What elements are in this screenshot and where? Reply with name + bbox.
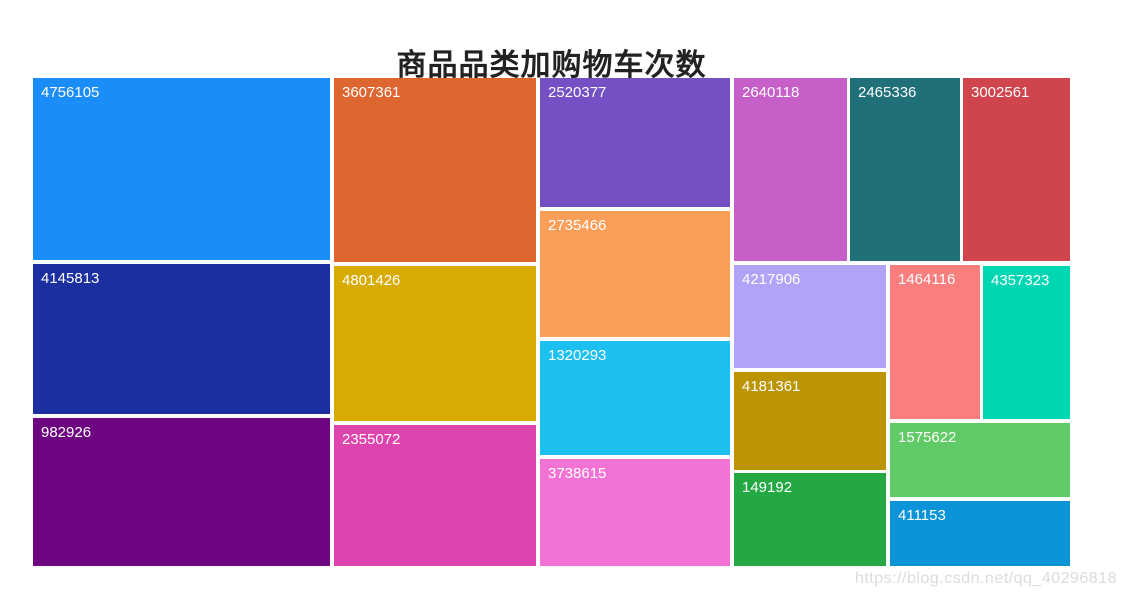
treemap-cell-label: 2465336 <box>858 84 917 101</box>
treemap-cell-label: 1320293 <box>548 347 607 364</box>
treemap-cell-label: 1464116 <box>898 271 956 288</box>
treemap-cell-label: 4181361 <box>742 378 801 395</box>
treemap-cell[interactable]: 149192 <box>734 473 886 566</box>
treemap-cell[interactable]: 2640118 <box>734 78 847 261</box>
treemap-cell-label: 4357323 <box>991 272 1050 289</box>
treemap-cell-label: 3738615 <box>548 465 607 482</box>
treemap-cell[interactable]: 2735466 <box>540 211 730 337</box>
treemap-cell[interactable]: 411153 <box>890 501 1070 566</box>
treemap-cell[interactable]: 3607361 <box>334 78 536 262</box>
treemap-cell-label: 3607361 <box>342 84 401 101</box>
treemap-cell-label: 982926 <box>41 424 92 441</box>
treemap-cell-label: 2640118 <box>742 84 800 101</box>
treemap-cell-label: 4145813 <box>41 270 100 287</box>
treemap-cell[interactable]: 2465336 <box>850 78 960 261</box>
treemap-cell[interactable]: 1575622 <box>890 423 1070 497</box>
treemap-cell-label: 4217906 <box>742 271 801 288</box>
treemap-cell-label: 4756105 <box>41 84 100 101</box>
treemap-cell[interactable]: 4145813 <box>33 264 330 414</box>
treemap-cell-label: 4801426 <box>342 272 401 289</box>
treemap-cell[interactable]: 1464116 <box>890 265 980 419</box>
treemap-cell-label: 3002561 <box>971 84 1030 101</box>
treemap-cell[interactable]: 4801426 <box>334 266 536 421</box>
treemap-cell[interactable]: 2355072 <box>334 425 536 566</box>
treemap-cell[interactable]: 4357323 <box>983 266 1070 419</box>
treemap-cell-label: 2520377 <box>548 84 607 101</box>
treemap-cell[interactable]: 3738615 <box>540 459 730 566</box>
treemap-cell-label: 1575622 <box>898 429 957 446</box>
watermark-url: https://blog.csdn.net/qq_40296818 <box>854 570 1117 587</box>
treemap-cell[interactable]: 3002561 <box>963 78 1070 261</box>
treemap-cell-label: 2735466 <box>548 217 607 234</box>
treemap-cell[interactable]: 4181361 <box>734 372 886 470</box>
treemap-cell-label: 2355072 <box>342 431 401 448</box>
treemap-cell[interactable]: 4756105 <box>33 78 330 260</box>
treemap-cell[interactable]: 2520377 <box>540 78 730 207</box>
treemap-cell-label: 149192 <box>742 479 793 496</box>
treemap-cell[interactable]: 1320293 <box>540 341 730 455</box>
treemap-cell[interactable]: 982926 <box>33 418 330 566</box>
chart-title: 商品品类加购物车次数 <box>396 49 707 82</box>
treemap-cell-label: 411153 <box>898 507 946 524</box>
treemap-cell[interactable]: 4217906 <box>734 265 886 368</box>
